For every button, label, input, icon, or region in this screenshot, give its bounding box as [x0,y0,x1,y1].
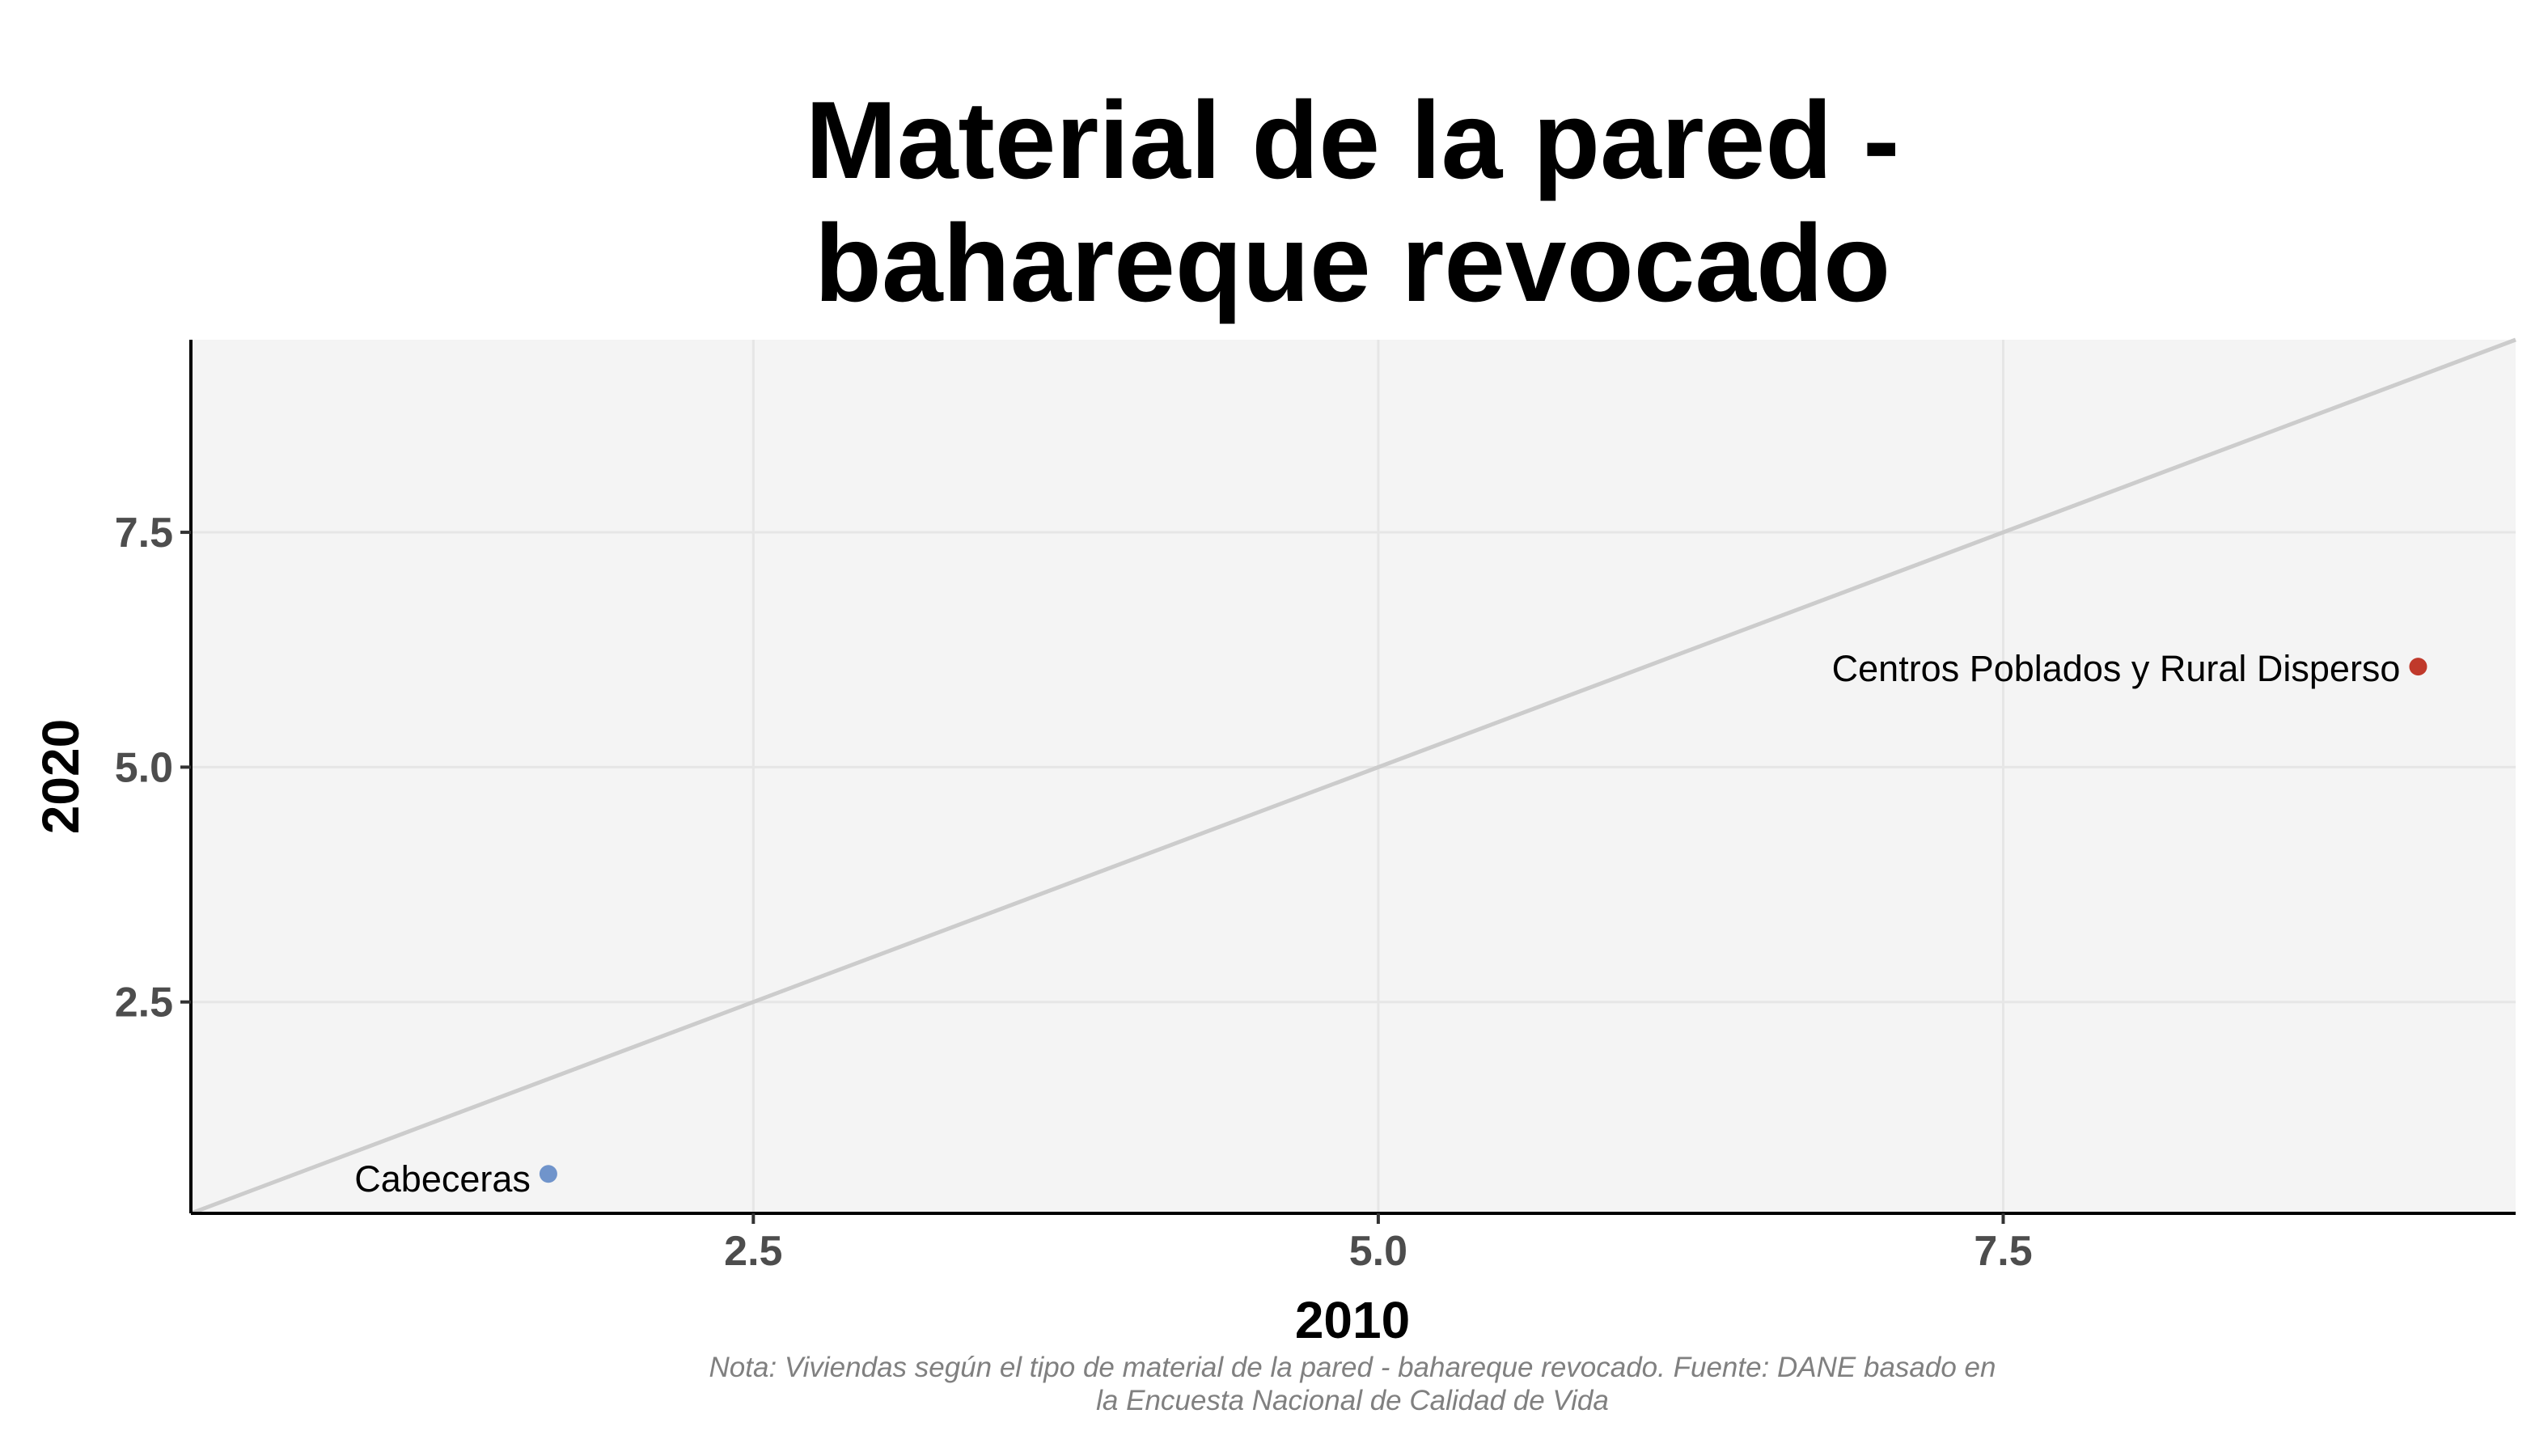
point-label: Cabeceras [354,1158,531,1200]
data-points: Cabeceras Centros Poblados y Rural Disper… [354,648,2427,1200]
x-axis-title: 2010 [1295,1291,1410,1349]
y-tick-label: 5.0 [115,744,173,791]
caption-line-2: la Encuesta Nacional de Calidad de Vida [1096,1385,1609,1416]
y-tick-label: 2.5 [115,980,173,1026]
grid-lines [191,340,2516,1213]
chart-title-line-1: Material de la pared - [806,78,1900,201]
x-tick-label: 5.0 [1349,1228,1407,1275]
y-tick-label: 7.5 [115,510,173,557]
data-point [2409,658,2427,676]
x-tick-label: 7.5 [1974,1228,2032,1275]
caption-line-1: Nota: Viviendas según el tipo de materia… [709,1352,1996,1383]
chart-title-line-2: bahareque revocado [815,201,1890,324]
point-label: Centros Poblados y Rural Disperso [1832,648,2401,689]
reference-line [190,337,2516,1216]
axis-ticks: 2.5 5.0 7.5 2.5 5.0 7.5 [115,510,2033,1275]
y-axis-title: 2020 [32,719,90,834]
data-point [539,1165,557,1183]
x-tick-label: 2.5 [724,1228,782,1275]
